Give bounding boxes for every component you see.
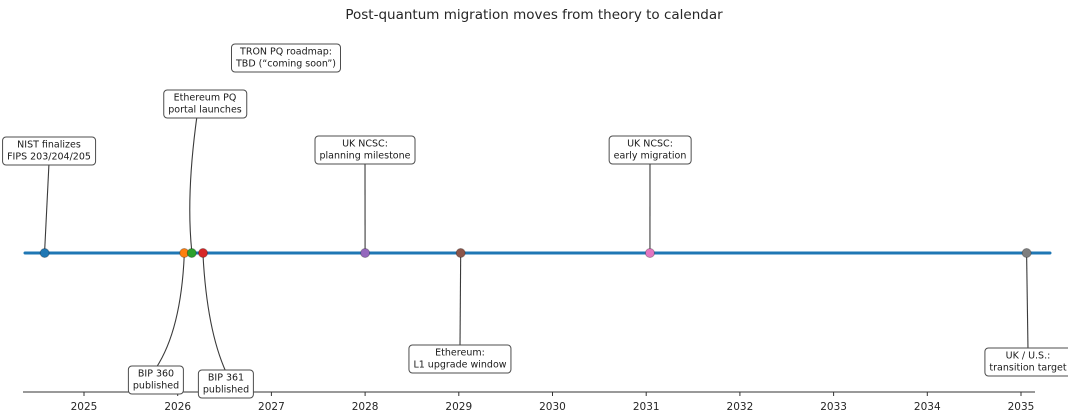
event-marker-uk-us-transition-target bbox=[1021, 248, 1032, 258]
event-label-bip-361-published: BIP 361 published bbox=[197, 369, 255, 399]
event-label-line: UK NCSC: bbox=[342, 138, 388, 150]
event-label-nist-fips-finalized: NIST finalizes FIPS 203/204/205 bbox=[2, 136, 96, 166]
event-label-line: transition target bbox=[989, 362, 1067, 373]
axis-tick-label: 2028 bbox=[352, 401, 379, 413]
event-label-tron-pq-roadmap: TRON PQ roadmap: TBD (“coming soon”) bbox=[231, 43, 341, 73]
event-marker-ethereum-l1-upgrade bbox=[455, 248, 466, 258]
event-label-line: early migration bbox=[613, 150, 687, 161]
axis-tick-label: 2031 bbox=[633, 401, 660, 413]
axis-tick-label: 2033 bbox=[820, 401, 847, 413]
axis-tick-label: 2034 bbox=[914, 401, 941, 413]
event-label-line: TRON PQ roadmap: bbox=[240, 46, 332, 58]
event-label-ethereum-pq-portal: Ethereum PQ portal launches bbox=[163, 89, 247, 119]
chart-title: Post-quantum migration moves from theory… bbox=[345, 7, 723, 23]
event-label-line: planning milestone bbox=[319, 150, 411, 161]
axis-tick-label: 2026 bbox=[164, 401, 191, 413]
event-label-line: BIP 360 bbox=[137, 368, 175, 380]
event-marker-ethereum-pq-portal bbox=[186, 248, 197, 258]
event-marker-bip-361-published bbox=[197, 248, 208, 258]
event-label-line: BIP 361 bbox=[207, 372, 245, 384]
event-label-line: published bbox=[132, 380, 180, 391]
event-label-line: portal launches bbox=[168, 104, 242, 115]
event-label-line: UK NCSC: bbox=[627, 138, 673, 150]
event-label-line: TBD (“coming soon”) bbox=[236, 58, 336, 69]
event-connector-bip-361-published bbox=[202, 254, 227, 373]
event-label-uk-ncsc-early-migration: UK NCSC: early migration bbox=[608, 135, 692, 165]
event-label-line: L1 upgrade window bbox=[413, 359, 507, 370]
axis-tick-label: 2027 bbox=[258, 401, 285, 413]
event-label-line: published bbox=[202, 384, 250, 395]
axis-tick-label: 2032 bbox=[727, 401, 754, 413]
axis-tick-label: 2035 bbox=[1008, 401, 1035, 413]
event-connector-uk-us-transition-target bbox=[1026, 254, 1029, 351]
event-label-ethereum-l1-upgrade: Ethereum: L1 upgrade window bbox=[408, 344, 512, 374]
event-label-uk-ncsc-planning: UK NCSC: planning milestone bbox=[314, 135, 416, 165]
event-label-line: Ethereum PQ bbox=[173, 92, 237, 104]
event-marker-nist-fips-finalized bbox=[39, 248, 50, 258]
event-marker-uk-ncsc-early-migration bbox=[644, 248, 655, 258]
axis-tick-label: 2029 bbox=[445, 401, 472, 413]
event-connector-bip-360-published bbox=[155, 254, 185, 369]
event-marker-uk-ncsc-planning bbox=[360, 248, 371, 258]
event-label-line: NIST finalizes bbox=[17, 139, 81, 151]
event-label-bip-360-published: BIP 360 published bbox=[127, 365, 185, 395]
event-label-line: Ethereum: bbox=[435, 347, 485, 359]
event-label-uk-us-transition-target: UK / U.S.: transition target bbox=[984, 347, 1068, 377]
axis-tick-label: 2030 bbox=[539, 401, 566, 413]
event-label-line: UK / U.S.: bbox=[1005, 350, 1051, 362]
event-connector-ethereum-l1-upgrade bbox=[459, 254, 462, 348]
event-connector-nist-fips-finalized bbox=[44, 162, 50, 252]
axis-tick-label: 2025 bbox=[71, 401, 98, 413]
event-connector-ethereum-pq-portal bbox=[189, 115, 198, 252]
event-label-line: FIPS 203/204/205 bbox=[7, 151, 91, 162]
